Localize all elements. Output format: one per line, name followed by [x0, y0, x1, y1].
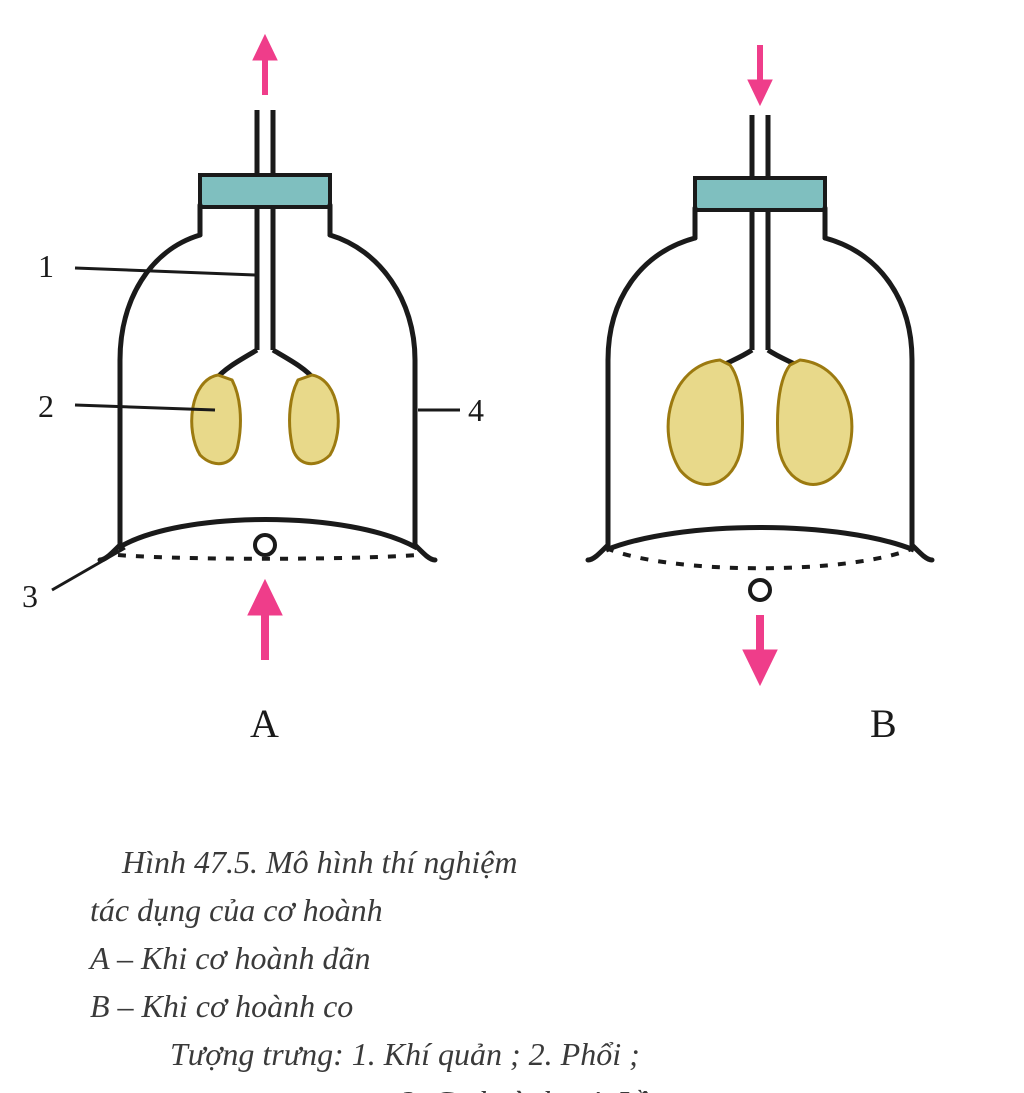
arrow-top-b — [748, 45, 772, 105]
caption-line1: Hình 47.5. Mô hình thí nghiệm — [122, 844, 518, 880]
caption-line2: tác dụng của cơ hoành — [90, 892, 383, 928]
model-b-svg — [0, 0, 1024, 780]
caption-block: Hình 47.5. Mô hình thí nghiệm tác dụng c… — [90, 790, 763, 1093]
stopper-b — [695, 178, 825, 210]
label-4: 4 — [468, 392, 484, 429]
legend-a: 1. Khí quản ; 2. Phổi ; — [344, 1036, 640, 1072]
diagram-canvas: 1 2 3 4 A B Hình 47.5. Mô hình thí nghiệ… — [0, 0, 1024, 1093]
diaphragm-b — [606, 528, 914, 601]
state-label-b: B — [870, 700, 897, 747]
caption-line3: A – Khi cơ hoành dãn — [90, 940, 370, 976]
state-label-a: A — [250, 700, 279, 747]
arrow-bottom-b — [743, 615, 777, 685]
legend-prefix: Tượng trưng: — [170, 1036, 344, 1072]
trachea-b — [752, 115, 768, 350]
label-2: 2 — [38, 388, 54, 425]
caption-line4: B – Khi cơ hoành co — [90, 988, 353, 1024]
label-1: 1 — [38, 248, 54, 285]
lungs-b — [668, 350, 852, 484]
label-3: 3 — [22, 578, 38, 615]
legend-b: 3. Cơ hoành ; 4. Lồng ngực. — [400, 1078, 763, 1093]
jar-b — [588, 208, 932, 560]
